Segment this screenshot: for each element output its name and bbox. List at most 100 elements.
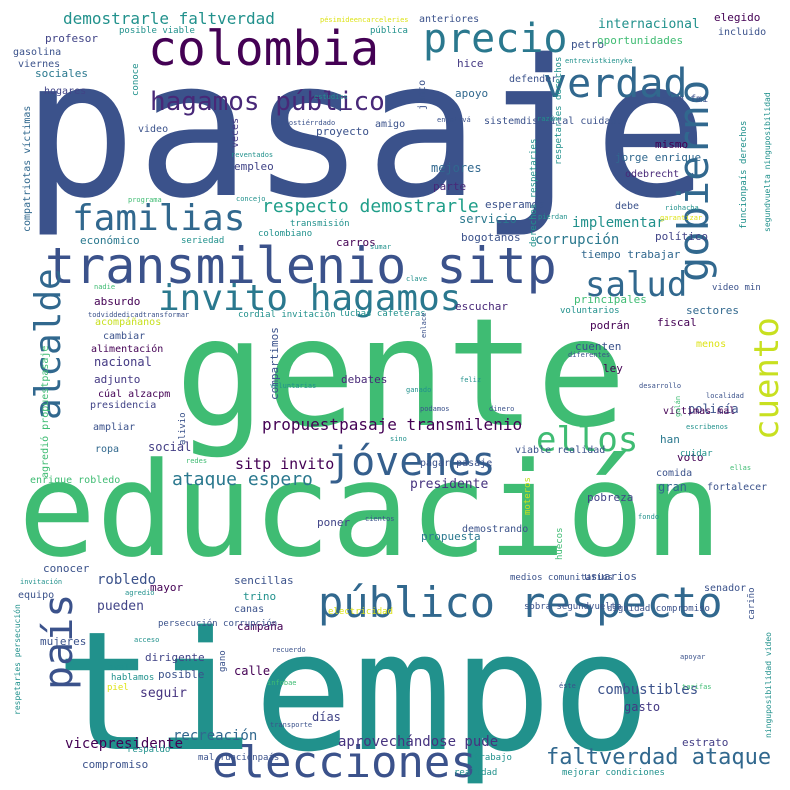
word-tiempo-trabajar: tiempo trabajar — [581, 248, 681, 261]
word-veces: veces — [230, 118, 241, 148]
word-riohacha: riohacha — [665, 204, 699, 212]
word-enlace: enlace — [420, 313, 428, 338]
word-cuento: cuento — [747, 317, 787, 440]
word-político: político — [655, 230, 708, 243]
word-principales: principales — [574, 293, 647, 306]
word-engativá: engativá — [437, 116, 471, 124]
word-junto: junto — [417, 80, 428, 110]
word-económico: económico — [80, 234, 140, 247]
word-concejo: concejo — [236, 195, 266, 203]
word-robledo: robledo — [97, 572, 156, 588]
word-posible: posible — [158, 668, 204, 681]
word-alimentación: alimentación — [91, 343, 163, 355]
word-podamos: podamos — [420, 405, 450, 413]
word-amigo: amigo — [375, 119, 405, 130]
word-sencillas: sencillas — [234, 574, 294, 587]
word-agredió: agredió — [125, 589, 155, 597]
word-infobae: infobae — [267, 679, 297, 687]
word-estudios: estudios — [314, 93, 348, 101]
word-propuesta: propuesta — [421, 530, 481, 543]
word-colombiano: colombiano — [258, 229, 312, 239]
word-gobierno: gobierno — [669, 80, 718, 282]
word-calle: calle — [234, 664, 270, 678]
word-cariño: cariño — [747, 587, 757, 620]
word-dinero: dinero — [489, 405, 514, 413]
word-incluido: incluido — [718, 27, 766, 38]
word-ninguposibilidad-video: ninguposibilidad video — [764, 632, 773, 738]
word-social: social — [148, 440, 191, 454]
word-ampliar: ampliar — [93, 422, 135, 433]
word-mayor: mayor — [150, 581, 183, 594]
word-faltverdad-ataque: faltverdad ataque — [546, 745, 771, 770]
word-cordial-invitación: cordial invitación — [238, 309, 336, 320]
word-cientos: cientos — [365, 515, 395, 523]
word-respaldo: respaldo — [127, 745, 170, 755]
word-elegido: elegido — [714, 11, 760, 24]
word-sociales: sociales — [35, 67, 88, 80]
word-trino: trino — [243, 590, 276, 603]
word-dignidad-compromiso: dignidad compromiso — [607, 604, 710, 614]
word-ellas: ellas — [730, 464, 751, 472]
word-presidente: presidente — [410, 477, 488, 492]
word-enrique-robledo: enrique robledo — [30, 475, 120, 486]
word-absurdo: absurdo — [94, 295, 140, 308]
word-apoyar: apoyar — [680, 653, 705, 661]
word-localidad: localidad — [706, 392, 744, 400]
word-fondo: fondo — [638, 513, 659, 521]
word-aprovechándose-pude: aprovechándose pude — [338, 734, 498, 750]
word-pueden: pueden — [97, 599, 144, 614]
word-pagar-pasaje: pagar pasaje — [420, 458, 492, 469]
word-huecos: huecos — [555, 527, 565, 560]
word-redes: redes — [186, 457, 207, 465]
word-pésimideencarceleries: pésimideencarceleries — [320, 16, 409, 24]
word-corrupción: corrupción — [535, 232, 619, 248]
word-demostrando: demostrando — [462, 524, 528, 535]
word-jorge-enrique: jorge enrique — [615, 151, 701, 164]
word-ataque-espero: ataque espero — [172, 469, 313, 490]
word-poner: poner — [317, 516, 350, 529]
word-podrán: podrán — [590, 319, 630, 332]
word-conoce: conoce — [131, 63, 141, 96]
word-transmisión: transmisión — [290, 218, 350, 229]
word-posible-viable: posible viable — [119, 26, 195, 36]
word-vicepresidente: vicepresidente — [65, 736, 183, 752]
word-ley: ley — [603, 362, 623, 375]
word-estrato: estrato — [682, 736, 728, 749]
word-tarifas: tarifas — [682, 683, 712, 691]
word-combustibles: combustibles — [597, 682, 698, 698]
word-víctimas-mal: víctimas mal — [663, 405, 735, 417]
word-video: video — [138, 124, 168, 135]
word-diferentes: diferentes — [568, 351, 610, 359]
word-cúal-alzacpm: cúal alzacpm — [98, 388, 170, 400]
word-conocer: conocer — [43, 562, 90, 575]
word-gran: gran — [658, 480, 687, 494]
word-compartimos: compartimos — [268, 327, 281, 400]
word-segundvuelta-ninguposibilidad: segundvuelta ninguposibilidad — [763, 92, 772, 232]
word-sectores: sectores — [686, 304, 739, 317]
word-familias: familias — [72, 198, 245, 239]
word-ropa: ropa — [95, 444, 119, 455]
word-pierdan: pierdan — [538, 213, 568, 221]
word-clave: clave — [406, 275, 427, 283]
word-acceso: acceso — [134, 636, 159, 644]
word-sumar: sumar — [370, 243, 391, 251]
word-país: país — [36, 594, 82, 690]
word-debates: debates — [341, 373, 387, 386]
word-mismo: mismo — [655, 138, 688, 151]
word-invitación: invitación — [20, 578, 62, 586]
word-compatriotas-víctimas: compatriotas víctimas — [21, 106, 33, 232]
word-propuestpasaje-transmilenio: propuestpasaje transmilenio — [262, 415, 522, 434]
word-elecciones: elecciones — [212, 737, 477, 788]
word-razón: razón — [537, 115, 558, 123]
word-respetaries-derechos: respetaries derechos — [554, 57, 564, 165]
word-salud: salud — [585, 265, 687, 305]
word-equipo: equipo — [18, 590, 54, 601]
word-bogotanos: bogotanos — [461, 231, 521, 244]
word-pasaje: pasaje — [22, 19, 708, 240]
word-gasolina: gasolina — [13, 47, 61, 58]
word-cuidar: cuidar — [680, 449, 713, 459]
word-público-respecto: público respecto — [318, 578, 723, 627]
word-hogares: hogares — [44, 86, 86, 97]
